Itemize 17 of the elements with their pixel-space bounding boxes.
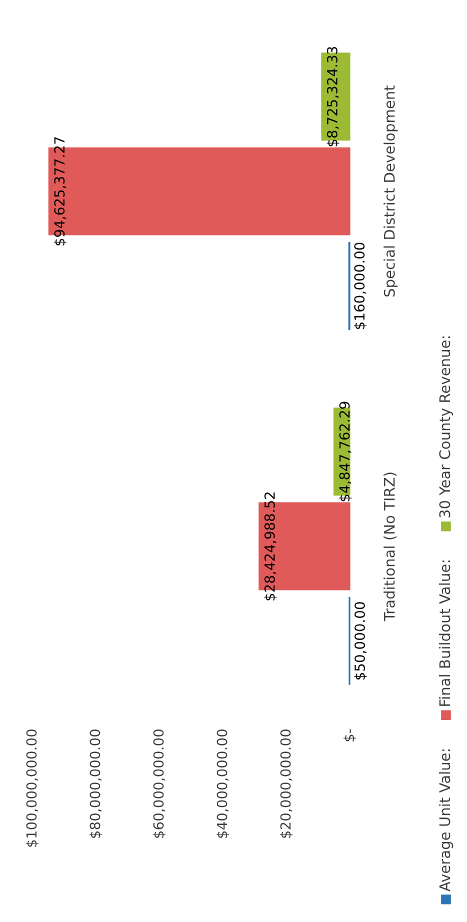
text: 30 Year County Revenue: xyxy=(439,336,454,518)
y-tick-label: Traditional (No TIRZ) xyxy=(384,472,397,622)
text: $28,424,988.52 xyxy=(264,492,277,600)
x-tick-label: $40,000,000.00 xyxy=(216,730,230,838)
text: Final Buildout Value: xyxy=(438,560,450,706)
text: $4,847,762.29 xyxy=(339,402,352,502)
text: $8,725,324.33 xyxy=(326,46,340,146)
x-tick-label: $60,000,000.00 xyxy=(152,730,166,838)
x-tick-label: $80,000,000.00 xyxy=(89,730,102,838)
text: Average Unit Value: xyxy=(438,749,454,892)
x-tick-label: $- xyxy=(344,729,356,742)
x-tick-label: $20,000,000.00 xyxy=(280,730,293,838)
x-tick-label: $100,000,000.00 xyxy=(26,730,39,847)
y-tick-label: Special District Development xyxy=(384,85,398,297)
text: $160,000.00 xyxy=(354,242,367,329)
text: $50,000.00 xyxy=(354,602,367,680)
text: $94,625,377.27 xyxy=(54,137,67,246)
